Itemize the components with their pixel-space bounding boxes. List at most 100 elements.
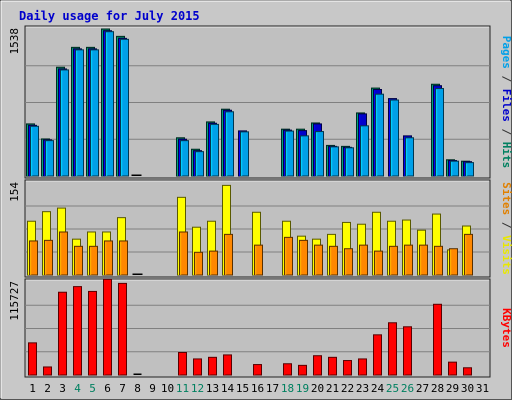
legend-part: / [500, 69, 512, 89]
bar-kbytes [388, 322, 397, 376]
y-max-label: 154 [8, 182, 21, 202]
bar-sites [389, 245, 398, 276]
day-label: 27 [416, 382, 429, 395]
bar-kbytes [133, 373, 142, 375]
bar-pages [105, 31, 114, 177]
series-legend: Pages / Files / Hits [500, 36, 512, 169]
day-label: 23 [356, 382, 369, 395]
bar-sites [134, 273, 143, 275]
legend-part: Pages [500, 36, 512, 69]
bar-sites [314, 244, 323, 276]
day-label: 10 [161, 382, 174, 395]
legend-part: Sites [500, 182, 512, 215]
bar-sites [29, 240, 38, 276]
day-label: 24 [371, 382, 385, 395]
bar-sites [284, 236, 293, 276]
bar-kbytes [43, 366, 52, 376]
day-label: 22 [341, 382, 354, 395]
bar-kbytes [58, 291, 67, 376]
bar-sites [419, 244, 428, 276]
bar-sites [89, 245, 98, 276]
bar-kbytes [178, 351, 187, 376]
bar-pages [435, 88, 444, 177]
bar-kbytes [208, 356, 217, 376]
bar-kbytes [103, 278, 112, 376]
bar-pages [465, 162, 474, 177]
day-label: 26 [401, 382, 414, 395]
bar-kbytes [88, 290, 97, 376]
bar-kbytes [193, 358, 202, 376]
bar-kbytes [298, 364, 307, 376]
bar-kbytes [73, 286, 82, 376]
day-label: 25 [386, 382, 399, 395]
bar-sites [464, 233, 473, 276]
bar-pages [75, 49, 84, 177]
bar-pages [315, 131, 324, 177]
bar-pages [30, 125, 39, 177]
day-label: 3 [59, 382, 66, 395]
bar-sites [359, 244, 368, 276]
bar-pages [405, 137, 414, 177]
day-label: 31 [476, 382, 489, 395]
legend-part: / [500, 215, 512, 235]
bar-pages [195, 151, 204, 177]
bar-pages [450, 160, 459, 177]
day-label: 18 [281, 382, 294, 395]
bar-kbytes [343, 360, 352, 376]
bar-pages [285, 130, 294, 177]
bar-sites [59, 231, 68, 276]
day-label: 6 [104, 382, 111, 395]
bar-sites [344, 248, 353, 276]
bar-kbytes [118, 282, 127, 376]
day-label: 19 [296, 382, 309, 395]
day-label: 14 [221, 382, 235, 395]
day-label: 2 [44, 382, 51, 395]
bar-kbytes [223, 354, 232, 376]
bar-pages [375, 93, 384, 177]
x-axis: 1 2 3 4 5 6 7 8 9 10 11 12 13 14 15 16 17 18 19 20 21 22 23 24 2… [29, 382, 489, 395]
day-label: 29 [446, 382, 459, 395]
day-label: 30 [461, 382, 474, 395]
day-label: 17 [266, 382, 279, 395]
day-label: 12 [191, 382, 204, 395]
bar-sites [194, 251, 203, 276]
bar-sites [254, 244, 263, 276]
bar-sites [449, 248, 458, 276]
bar-pages [120, 38, 129, 177]
day-label: 15 [236, 382, 249, 395]
bar-sites [44, 239, 53, 276]
bar-kbytes [283, 363, 292, 376]
day-label: 13 [206, 382, 219, 395]
bar-pages [345, 147, 354, 177]
bar-pages [390, 99, 399, 177]
bar-kbytes [448, 361, 457, 376]
bar-sites [74, 245, 83, 276]
legend-part: KBytes [500, 308, 512, 348]
bar-kbytes [463, 367, 472, 376]
bar-sites [179, 231, 188, 276]
bar-pages [210, 123, 219, 177]
day-label: 7 [119, 382, 126, 395]
bar-kbytes [328, 356, 337, 376]
bar-pages [60, 69, 69, 177]
y-max-label: 1538 [8, 28, 21, 55]
bar-sites [119, 240, 128, 276]
bar-kbytes [373, 334, 382, 376]
bar-pages [45, 140, 54, 177]
day-label: 11 [176, 382, 189, 395]
day-label: 20 [311, 382, 324, 395]
panel-1: 1538 Pages / Files / Hits [8, 25, 512, 179]
bar-sites [374, 250, 383, 276]
bar-pages [240, 131, 249, 177]
day-label: 5 [89, 382, 96, 395]
bar-sites [224, 233, 233, 276]
day-label: 1 [29, 382, 36, 395]
day-label: 16 [251, 382, 264, 395]
bar-kbytes [433, 303, 442, 376]
bar-files [133, 174, 142, 176]
bar-kbytes [253, 364, 262, 376]
legend-part: Hits [500, 142, 512, 169]
bar-pages [300, 135, 309, 177]
legend-part: Files [500, 89, 512, 122]
